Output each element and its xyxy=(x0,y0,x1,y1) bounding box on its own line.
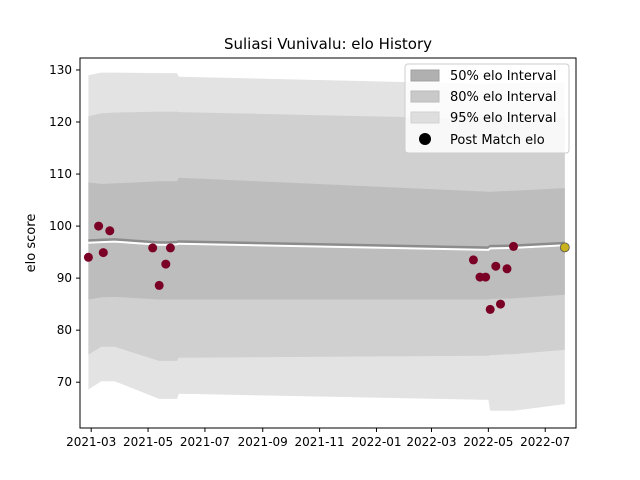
x-tick-label: 2021-09 xyxy=(238,435,288,449)
post-match-point xyxy=(83,252,93,262)
post-match-point xyxy=(509,241,518,251)
x-tick-label: 2021-11 xyxy=(295,435,345,449)
x-tick-label: 2021-07 xyxy=(180,435,230,449)
post-match-point xyxy=(496,299,505,309)
y-tick-label: 70 xyxy=(57,375,72,389)
post-match-point xyxy=(98,248,108,258)
y-tick-label: 100 xyxy=(49,219,72,233)
legend: 50% elo Interval 80% elo Interval 95% el… xyxy=(404,63,570,154)
post-match-point xyxy=(154,280,164,290)
legend-label-post-match: Post Match elo xyxy=(450,133,545,148)
y-tick-label: 130 xyxy=(49,63,72,77)
x-tick-label: 2022-01 xyxy=(351,435,401,449)
mean-line-highlight xyxy=(88,240,565,251)
post-match-point xyxy=(468,255,478,265)
post-match-point xyxy=(485,304,495,314)
legend-swatch-50 xyxy=(410,69,440,82)
legend-label-95: 95% elo Interval xyxy=(450,111,557,126)
interval-bands xyxy=(88,72,565,411)
x-tick-label: 2022-05 xyxy=(463,435,513,449)
x-axis: 2021-03 2021-05 2021-07 2021-09 2021-11 2022-… xyxy=(66,428,570,449)
mean-elo-line xyxy=(88,238,565,251)
x-tick-label: 2021-03 xyxy=(66,435,116,449)
legend-label-50: 50% elo Interval xyxy=(450,69,557,84)
post-match-point xyxy=(161,259,171,269)
post-match-point xyxy=(148,243,158,253)
latest-post-match-point xyxy=(559,242,570,253)
post-match-point xyxy=(502,264,512,274)
x-tick-label: 2022-03 xyxy=(406,435,456,449)
post-match-point xyxy=(94,221,104,231)
band-50 xyxy=(88,177,565,300)
y-tick-label: 110 xyxy=(49,167,72,181)
y-axis-label: elo score xyxy=(24,214,39,273)
x-tick-label: 2022-07 xyxy=(520,435,570,449)
x-tick-label: 2021-05 xyxy=(123,435,173,449)
y-axis: 70 80 90 100 110 120 130 xyxy=(49,63,80,389)
post-match-point xyxy=(165,243,175,253)
mean-line xyxy=(88,238,565,250)
legend-swatch-80 xyxy=(410,90,440,103)
plot-frame xyxy=(79,57,577,429)
legend-marker-post-match xyxy=(419,133,431,145)
post-match-point xyxy=(105,226,115,236)
legend-label-80: 80% elo Interval xyxy=(450,90,557,105)
legend-swatch-95 xyxy=(410,111,440,124)
chart-title: Suliasi Vunivalu: elo History xyxy=(224,35,432,53)
y-tick-label: 80 xyxy=(57,323,72,337)
y-tick-label: 120 xyxy=(49,115,72,129)
legend-box xyxy=(404,63,570,154)
post-match-points xyxy=(83,221,570,314)
post-match-point xyxy=(481,272,491,282)
post-match-point xyxy=(491,261,501,271)
y-tick-label: 90 xyxy=(57,271,72,285)
